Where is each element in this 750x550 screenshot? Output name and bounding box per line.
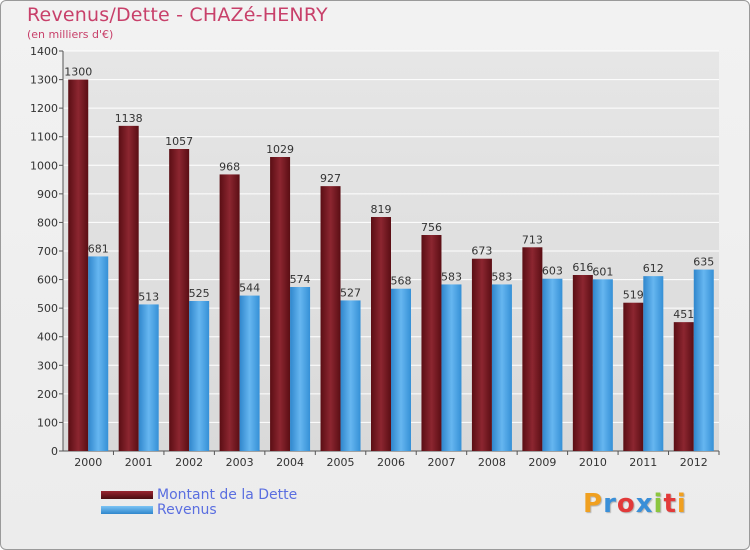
data-label-dette: 451: [673, 308, 694, 321]
logo-letter: P: [583, 489, 604, 519]
y-tick-label: 1200: [30, 102, 58, 115]
x-tick-label: 2009: [528, 456, 556, 469]
data-label-revenus: 601: [592, 265, 613, 278]
y-tick-label: 1300: [30, 74, 58, 87]
data-label-revenus: 544: [239, 282, 260, 295]
logo-letter: x: [635, 489, 654, 519]
bar-dette: [471, 258, 492, 451]
data-label-revenus: 612: [643, 262, 664, 275]
y-tick-label: 100: [37, 416, 58, 429]
y-tick-label: 0: [51, 445, 58, 458]
y-tick-label: 400: [37, 331, 58, 344]
legend-item-dette: Montant de la Dette: [101, 486, 298, 503]
data-label-revenus: 513: [138, 290, 159, 303]
bar-dette: [68, 79, 89, 452]
bar-revenus: [239, 295, 260, 451]
x-tick-label: 2003: [226, 456, 254, 469]
data-label-revenus: 583: [491, 270, 512, 283]
y-tick-label: 1400: [30, 45, 58, 58]
bar-dette: [522, 247, 543, 451]
logo-letter: r: [603, 489, 617, 519]
legend-swatch-revenus: [101, 505, 153, 514]
x-tick-label: 2011: [629, 456, 657, 469]
x-tick-label: 2006: [377, 456, 405, 469]
data-label-dette: 519: [623, 289, 644, 302]
logo-letter: i: [676, 489, 687, 519]
bar-revenus: [693, 269, 714, 451]
legend-label-dette: Montant de la Dette: [157, 486, 298, 503]
y-tick-label: 1000: [30, 159, 58, 172]
y-tick-label: 500: [37, 302, 58, 315]
bar-dette: [219, 174, 240, 451]
data-label-dette: 1057: [165, 135, 193, 148]
data-label-dette: 819: [371, 203, 392, 216]
bar-revenus: [441, 284, 462, 451]
y-tick-label: 600: [37, 274, 58, 287]
data-label-dette: 616: [572, 261, 593, 274]
data-label-revenus: 635: [693, 256, 714, 269]
bar-dette: [270, 157, 291, 451]
bar-revenus: [340, 300, 361, 451]
bar-dette: [169, 149, 190, 451]
data-label-dette: 713: [522, 233, 543, 246]
bar-revenus: [491, 284, 512, 451]
bar-revenus: [542, 278, 563, 451]
data-label-dette: 927: [320, 172, 341, 185]
x-tick-label: 2012: [680, 456, 708, 469]
data-label-revenus: 568: [391, 275, 412, 288]
bar-revenus: [88, 256, 109, 451]
data-label-dette: 1300: [64, 66, 92, 79]
data-label-dette: 968: [219, 160, 240, 173]
bar-dette: [572, 275, 593, 451]
bar-dette: [118, 125, 139, 451]
bar-revenus: [189, 301, 210, 451]
bar-dette: [673, 322, 694, 451]
x-tick-label: 2000: [74, 456, 102, 469]
y-tick-label: 700: [37, 245, 58, 258]
data-label-revenus: 583: [441, 270, 462, 283]
bar-revenus: [290, 287, 311, 451]
legend-item-revenus: Revenus: [101, 501, 297, 518]
data-label-revenus: 603: [542, 265, 563, 278]
bar-revenus: [391, 288, 411, 451]
x-tick-label: 2008: [478, 456, 506, 469]
chart-legend: Montant de la Dette Revenus: [101, 486, 298, 518]
x-tick-label: 2002: [175, 456, 203, 469]
bar-revenus: [643, 276, 664, 451]
x-tick-label: 2004: [276, 456, 304, 469]
y-tick-label: 300: [37, 359, 58, 372]
bar-dette: [320, 186, 341, 451]
data-label-revenus: 527: [340, 286, 361, 299]
bar-dette: [371, 217, 391, 451]
logo-letter: o: [616, 489, 636, 519]
data-label-revenus: 525: [189, 287, 210, 300]
legend-label-revenus: Revenus: [157, 501, 217, 518]
logo-letter: i: [653, 489, 664, 519]
y-tick-label: 200: [37, 388, 58, 401]
legend-swatch-dette: [101, 490, 153, 499]
data-label-dette: 673: [471, 245, 492, 258]
x-tick-label: 2007: [427, 456, 455, 469]
proxiti-logo: Proxiti: [583, 489, 687, 519]
chart-subtitle: (en milliers d'€): [27, 28, 114, 41]
data-label-dette: 1029: [266, 143, 294, 156]
data-label-revenus: 681: [88, 242, 109, 255]
x-tick-label: 2005: [327, 456, 355, 469]
bar-dette: [421, 235, 442, 451]
data-label-dette: 1138: [115, 112, 143, 125]
y-tick-label: 900: [37, 188, 58, 201]
logo-letter: t: [663, 489, 677, 519]
data-label-revenus: 574: [290, 273, 311, 286]
bar-dette: [623, 302, 644, 451]
bar-revenus: [592, 279, 613, 451]
bar-revenus: [138, 304, 159, 451]
y-tick-label: 800: [37, 216, 58, 229]
x-tick-label: 2001: [125, 456, 153, 469]
data-label-dette: 756: [421, 221, 442, 234]
chart-title: Revenus/Dette - CHAZé-HENRY: [27, 4, 328, 26]
y-tick-label: 1100: [30, 131, 58, 144]
x-tick-label: 2010: [579, 456, 607, 469]
